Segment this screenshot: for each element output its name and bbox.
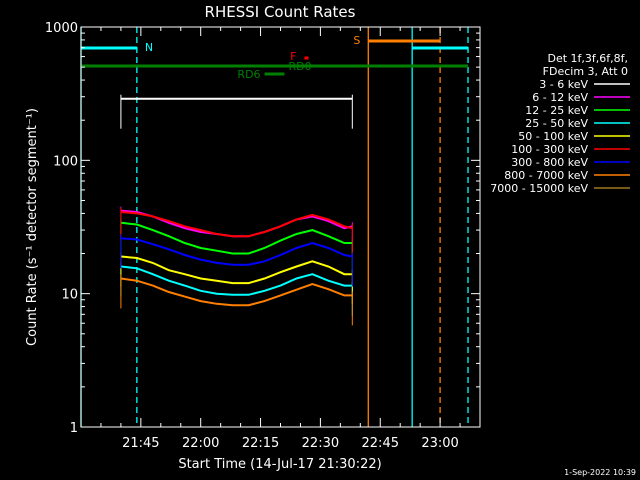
- series-line-50-100-kev: [120, 255, 353, 285]
- legend-label: 25 - 50 keV: [525, 117, 588, 130]
- legend-label: 6 - 12 keV: [532, 91, 588, 104]
- y-axis-title: Count Rate (s⁻¹ detector segment⁻¹): [25, 108, 40, 346]
- flag-label-f: F: [290, 50, 296, 63]
- x-tick-label: 22:45: [362, 436, 399, 451]
- legend-label: 50 - 100 keV: [518, 130, 588, 143]
- y-tick-label: 10: [61, 288, 78, 303]
- footer-timestamp: 1-Sep-2022 10:39: [564, 468, 636, 477]
- series-layer: [120, 94, 353, 326]
- x-axis-title: Start Time (14-Jul-17 21:30:22): [178, 457, 381, 472]
- flag-label-n: N: [145, 41, 153, 54]
- series-line-25-50-kev: [120, 265, 353, 296]
- y-tick-label: 1000: [45, 21, 78, 36]
- legend-label: 800 - 7000 keV: [504, 169, 588, 182]
- x-tick-label: 22:30: [302, 436, 339, 451]
- legend-header: Det 1f,3f,6f,8f,: [547, 52, 628, 65]
- observation-flags: [80, 27, 469, 427]
- x-tick-label: 23:00: [421, 436, 458, 451]
- chart-title: RHESSI Count Rates: [205, 3, 356, 21]
- legend: Det 1f,3f,6f,8f,FDecim 3, Att 03 - 6 keV…: [490, 52, 630, 195]
- legend-label: 12 - 25 keV: [525, 104, 588, 117]
- y-tick-label: 1: [70, 421, 78, 436]
- series-line-800-7000-kev: [120, 277, 353, 307]
- x-tick-label: 22:15: [242, 436, 279, 451]
- y-tick-label: 100: [53, 154, 78, 169]
- flag-label-s: S: [353, 34, 360, 47]
- series-line-12-25-kev: [120, 221, 353, 255]
- series-line-100-300-kev: [120, 211, 353, 238]
- flag-label-rd6: RD6: [237, 68, 260, 81]
- legend-label: 100 - 300 keV: [511, 143, 588, 156]
- legend-label: 3 - 6 keV: [539, 78, 588, 91]
- x-tick-label: 22:00: [182, 436, 219, 451]
- legend-label: 300 - 800 keV: [511, 156, 588, 169]
- x-tick-label: 21:45: [122, 436, 159, 451]
- flag-label-rd0: RD0: [288, 60, 311, 73]
- x-axis: 21:45 22:00 22:15 22:30 22:45 23:00: [100, 27, 461, 451]
- y-axis: 1 10 100 1000: [45, 21, 480, 436]
- series-line-300-800-kev: [120, 237, 353, 266]
- legend-header: FDecim 3, Att 0: [543, 65, 628, 78]
- legend-label: 7000 - 15000 keV: [490, 182, 588, 195]
